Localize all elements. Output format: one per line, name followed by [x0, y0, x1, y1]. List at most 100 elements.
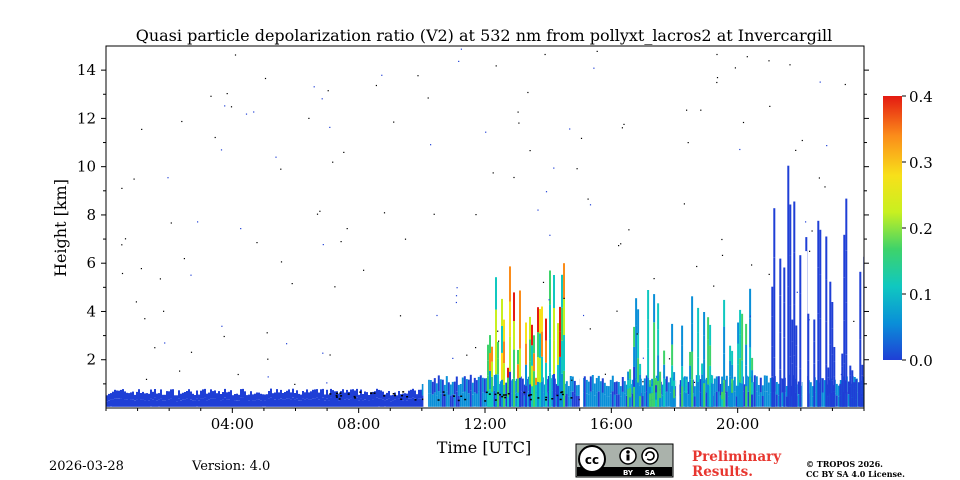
heatmap-cell — [150, 389, 152, 399]
heatmap-cell — [833, 347, 836, 362]
noise-speck — [593, 67, 595, 69]
noise-speck — [190, 274, 192, 276]
y-axis-label: Height [km] — [51, 179, 70, 277]
heatmap-cell — [527, 376, 530, 392]
noise-speck — [716, 77, 719, 79]
heatmap-cell — [707, 384, 710, 407]
heatmap-cell — [779, 332, 782, 370]
noise-speck — [818, 177, 820, 179]
heatmap-cell — [469, 390, 472, 407]
heatmap-cell — [254, 400, 256, 407]
noise-speck — [529, 150, 531, 152]
heatmap-cell — [695, 375, 698, 391]
x-tick-label: 08:00 — [337, 415, 380, 433]
noise-speck — [668, 358, 671, 360]
heatmap-cell — [717, 391, 720, 407]
heatmap-cell — [342, 389, 344, 398]
x-tick-label: 12:00 — [463, 415, 506, 433]
heatmap-cell — [346, 389, 348, 399]
noise-speck — [266, 332, 268, 334]
heatmap-cell — [533, 371, 535, 389]
heatmap-cell — [429, 393, 432, 407]
heatmap-cell — [559, 381, 561, 407]
noise-speck — [346, 228, 348, 230]
heatmap-cell — [819, 318, 822, 363]
cc-badge-sa: SA — [645, 469, 656, 477]
heatmap-cell — [749, 318, 752, 348]
heatmap-cell — [807, 383, 810, 407]
heatmap-cell — [487, 344, 489, 361]
heatmap-cell — [186, 391, 188, 399]
noise-speck — [751, 264, 753, 266]
heatmap-cell — [218, 391, 220, 399]
heatmap-cell — [414, 390, 416, 399]
heatmap-cell — [771, 376, 774, 407]
heatmap-cell — [861, 375, 864, 386]
heatmap-cell — [605, 396, 608, 407]
heatmap-cell — [192, 400, 194, 407]
heatmap-cell — [629, 388, 632, 398]
cloud-speck — [488, 393, 491, 395]
heatmap-cell — [370, 399, 372, 407]
cloud-speck — [523, 391, 526, 394]
heatmap-cell — [110, 399, 112, 407]
heatmap-cell — [701, 385, 704, 396]
heatmap-cell — [398, 391, 400, 399]
heatmap-cell — [659, 380, 662, 390]
heatmap-cell — [779, 295, 782, 333]
heatmap-cell — [523, 384, 526, 396]
heatmap-cell — [441, 393, 444, 407]
heatmap-cell — [314, 389, 316, 399]
heatmap-cell — [549, 338, 551, 373]
cloud-speck — [499, 393, 501, 396]
heatmap-cell — [132, 399, 134, 407]
noise-speck — [226, 93, 228, 95]
heatmap-cell — [797, 381, 800, 395]
heatmap-cell — [495, 374, 497, 407]
heatmap-cell — [310, 391, 312, 399]
heatmap-cell — [296, 390, 298, 399]
heatmap-cell — [771, 316, 774, 347]
heatmap-cell — [501, 325, 503, 353]
heatmap-cell — [855, 399, 858, 407]
heatmap-cell — [659, 389, 662, 398]
heatmap-cell — [228, 391, 230, 400]
heatmap-cell — [491, 376, 493, 392]
heatmap-cell — [146, 399, 148, 407]
heatmap-cell — [761, 385, 764, 396]
heatmap-cell — [445, 376, 448, 392]
cloud-speck — [400, 398, 403, 400]
data-gap — [423, 251, 429, 408]
noise-speck — [455, 301, 457, 304]
heatmap-cell — [789, 305, 792, 357]
noise-speck — [628, 229, 630, 231]
heatmap-cell — [673, 398, 676, 407]
heatmap-cell — [639, 396, 642, 407]
heatmap-cell — [709, 365, 712, 387]
heatmap-cell — [328, 400, 330, 407]
heatmap-cell — [416, 394, 418, 401]
heatmap-cell — [350, 398, 352, 407]
heatmap-cell — [573, 380, 576, 394]
noise-speck — [383, 212, 386, 214]
cloud-speck — [485, 391, 488, 394]
heatmap-cell — [737, 343, 740, 365]
heatmap-cell — [402, 393, 404, 401]
cloud-speck — [347, 393, 350, 395]
heatmap-cell — [338, 400, 340, 407]
heatmap-cell — [252, 394, 254, 401]
heatmap-cell — [603, 394, 606, 407]
heatmap-cell — [443, 395, 446, 407]
heatmap-cell — [767, 382, 770, 395]
cloud-speck — [453, 395, 455, 397]
heatmap-cell — [292, 388, 294, 398]
heatmap-cell — [633, 386, 636, 407]
heatmap-cell — [545, 362, 547, 385]
heatmap-cell — [731, 364, 734, 379]
heatmap-cell — [653, 294, 656, 323]
heatmap-cell — [435, 383, 438, 395]
noise-speck — [492, 172, 494, 174]
heatmap-cell — [735, 385, 738, 397]
heatmap-cell — [709, 345, 712, 366]
heatmap-cell — [290, 399, 292, 407]
